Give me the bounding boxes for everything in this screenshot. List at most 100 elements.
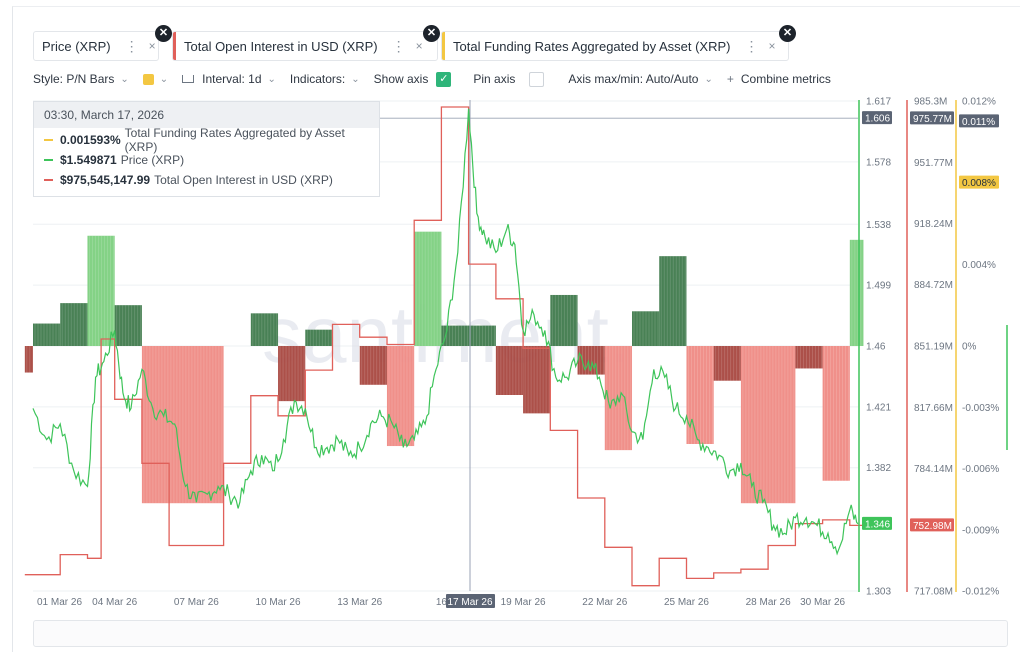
- x-hover-badge: 17 Mar 26: [447, 597, 492, 608]
- price-tick-label: 1.499: [866, 281, 891, 292]
- remove-icon[interactable]: ×: [148, 39, 156, 53]
- x-tick-label: 22 Mar 26: [582, 597, 627, 608]
- remove-icon[interactable]: ×: [415, 39, 423, 53]
- funding-bar-positive: [250, 313, 279, 346]
- remove-icon[interactable]: ×: [768, 39, 776, 53]
- funding-bar-positive: [632, 311, 660, 346]
- metric-tab-funding-rate-label: Total Funding Rates Aggregated by Asset …: [453, 38, 731, 54]
- x-tick-label: 07 Mar 26: [174, 597, 219, 608]
- tooltip-datetime: 03:30, March 17, 2026: [34, 102, 379, 128]
- interval-select[interactable]: Interval: 1d ⌄: [182, 72, 276, 86]
- funding-bar-negative: [686, 346, 714, 444]
- x-tick-label: 30 Mar 26: [800, 597, 845, 608]
- open-interest-tick-label: 951.77M: [914, 158, 953, 169]
- funding-bar-negative: [359, 346, 387, 385]
- funding-bar-positive: [114, 305, 142, 346]
- x-hover-badge-bg: [446, 594, 496, 608]
- funding-rate-color-bar: [442, 32, 445, 60]
- color-select[interactable]: ⌄: [142, 73, 169, 85]
- funding-rate-tick-label: 0.004%: [962, 260, 996, 271]
- open-interest-dash-icon: [44, 178, 53, 181]
- open-interest-tick-label: 918.24M: [914, 219, 953, 230]
- kebab-icon[interactable]: ⋮: [744, 37, 759, 54]
- chevron-down-icon: ⌄: [159, 73, 169, 85]
- funding-bar-negative: [713, 346, 741, 381]
- x-tick-label: 10 Mar 26: [256, 597, 301, 608]
- chevron-down-icon: ⌄: [120, 73, 129, 85]
- funding-bar-positive: [60, 303, 88, 346]
- tooltip-row-price: $1.549871 Price (XRP): [34, 151, 379, 168]
- axes: 1.617 1.578 1.538 1.499 1.46 1.421 1.382 1.303 9…: [37, 97, 1008, 608]
- price-line: [32, 108, 859, 556]
- metric-tab-funding-rate[interactable]: Total Funding Rates Aggregated by Asset …: [441, 31, 789, 61]
- metric-tab-price[interactable]: Price (XRP) ⋮ ×: [33, 31, 159, 61]
- tooltip-label: Total Funding Rates Aggregated by Asset …: [124, 125, 345, 154]
- funding-bar-positive: [659, 256, 687, 346]
- show-axis-label: Show axis: [373, 72, 429, 86]
- show-axis-checkbox[interactable]: ✓: [436, 71, 452, 87]
- price-tick-label: 1.617: [866, 97, 891, 108]
- kebab-icon[interactable]: ⋮: [391, 37, 406, 54]
- funding-bar-positive: [305, 329, 333, 346]
- kebab-icon[interactable]: ⋮: [124, 37, 139, 54]
- metric-tab-price-label: Price (XRP): [42, 38, 111, 54]
- funding-bar-positive: [849, 239, 864, 346]
- pin-axis-checkbox[interactable]: [529, 71, 545, 87]
- open-interest-tick-label: 884.72M: [914, 280, 953, 291]
- x-tick-label: 13 Mar 26: [337, 597, 382, 608]
- price-dash-icon: [44, 158, 53, 161]
- close-icon[interactable]: ✕: [155, 25, 172, 42]
- funding-bar-negative: [795, 346, 823, 369]
- indicators-select-label: Indicators:: [289, 72, 346, 86]
- pin-axis-toggle[interactable]: Pin axis: [473, 71, 545, 87]
- tooltip-value: $975,545,147.99: [60, 172, 151, 187]
- funding-bar-negative: [822, 346, 850, 481]
- price-tick-label: 1.382: [866, 463, 891, 474]
- show-axis-toggle[interactable]: Show axis ✓: [373, 71, 452, 87]
- color-swatch-icon: [142, 73, 154, 85]
- axis-minmax-label: Axis max/min: Auto/Auto: [568, 72, 699, 86]
- metric-tab-open-interest-label: Total Open Interest in USD (XRP): [184, 38, 378, 54]
- style-select[interactable]: Style: P/N Bars ⌄: [33, 72, 129, 86]
- price-tick-label: 1.421: [866, 402, 891, 413]
- price-tick-label: 1.46: [866, 342, 886, 353]
- funding-rate-last-badge: 0.008%: [962, 178, 996, 189]
- open-interest-tick-label: 985.3M: [914, 97, 947, 108]
- funding-bar-positive: [441, 325, 496, 346]
- open-interest-last-badge: 752.98M: [913, 521, 952, 532]
- funding-rate-tick-label: 0.012%: [962, 97, 996, 108]
- tooltip-label: Total Open Interest in USD (XRP): [154, 172, 333, 187]
- style-select-label: Style: P/N Bars: [33, 72, 115, 86]
- chevron-down-icon: ⌄: [351, 73, 360, 85]
- combine-metrics-label: Combine metrics: [740, 72, 831, 86]
- open-interest-color-bar: [173, 32, 176, 60]
- open-interest-tick-label: 817.66M: [914, 403, 953, 414]
- axis-minmax-select[interactable]: Axis max/min: Auto/Auto ⌄: [568, 72, 712, 86]
- tooltip-row-funding: 0.001593% Total Funding Rates Aggregated…: [34, 126, 379, 154]
- price-tick-label: 1.538: [866, 220, 891, 231]
- indicators-select[interactable]: Indicators: ⌄: [290, 72, 360, 86]
- close-icon[interactable]: ✕: [779, 25, 796, 42]
- price-hover-badge-bg: [862, 111, 892, 125]
- metric-tab-open-interest[interactable]: Total Open Interest in USD (XRP) ⋮ ×: [172, 31, 438, 61]
- combine-metrics-button[interactable]: + Combine metrics: [727, 72, 831, 86]
- plus-icon: +: [726, 72, 734, 86]
- open-interest-tick-label: 784.14M: [914, 464, 953, 475]
- pin-axis-label: Pin axis: [473, 72, 516, 86]
- funding-dash-icon: [44, 138, 53, 141]
- open-interest-tick-label: 851.19M: [914, 342, 953, 353]
- funding-bar-positive: [87, 235, 115, 346]
- close-icon[interactable]: ✕: [423, 25, 440, 42]
- time-range-navigator[interactable]: [33, 620, 1008, 647]
- tooltip-value: $1.549871: [60, 152, 117, 167]
- funding-bar-positive: [414, 231, 442, 346]
- funding-bar-negative: [24, 346, 33, 373]
- chart-frame: [12, 6, 1020, 652]
- funding-rate-tick-label: -0.003%: [962, 403, 999, 414]
- funding-bar-negative: [495, 346, 524, 395]
- funding-rate-tick-label: -0.009%: [962, 525, 999, 536]
- chevron-down-icon: ⌄: [267, 73, 276, 85]
- funding-bar-negative: [523, 346, 551, 414]
- funding-bar-negative: [278, 346, 306, 402]
